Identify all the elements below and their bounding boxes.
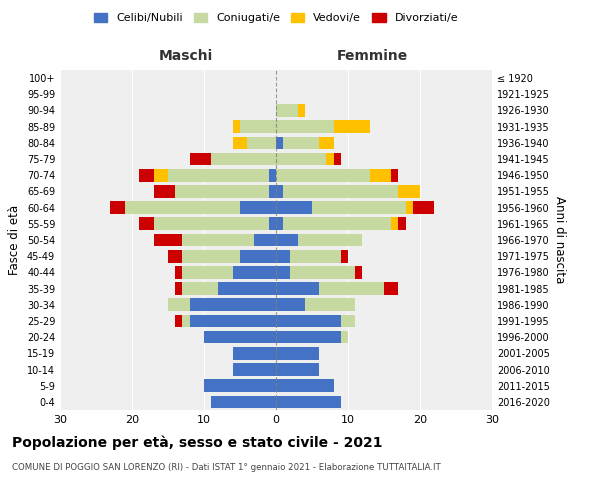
Bar	[182, 282, 218, 295]
Bar	[384, 282, 398, 295]
Bar	[139, 169, 154, 181]
Bar	[398, 185, 420, 198]
Bar	[391, 169, 398, 181]
Bar	[305, 298, 355, 311]
Bar	[276, 298, 305, 311]
Bar	[175, 185, 269, 198]
Bar	[125, 202, 240, 214]
Bar	[341, 314, 355, 328]
Bar	[154, 169, 168, 181]
Bar	[110, 202, 125, 214]
Bar	[334, 152, 341, 166]
Bar	[326, 152, 334, 166]
Bar	[312, 202, 406, 214]
Bar	[283, 185, 398, 198]
Bar	[154, 185, 175, 198]
Bar	[276, 380, 334, 392]
Bar	[276, 218, 283, 230]
Bar	[240, 120, 276, 133]
Bar	[154, 218, 269, 230]
Bar	[276, 104, 298, 117]
Bar	[233, 120, 240, 133]
Bar	[154, 234, 182, 246]
Bar	[204, 380, 276, 392]
Y-axis label: Fasce di età: Fasce di età	[8, 205, 21, 275]
Bar	[370, 169, 391, 181]
Legend: Celibi/Nubili, Coniugati/e, Vedovi/e, Divorziati/e: Celibi/Nubili, Coniugati/e, Vedovi/e, Di…	[89, 8, 463, 28]
Text: Popolazione per età, sesso e stato civile - 2021: Popolazione per età, sesso e stato civil…	[12, 435, 383, 450]
Bar	[319, 282, 384, 295]
Bar	[168, 169, 269, 181]
Bar	[298, 104, 305, 117]
Bar	[283, 136, 319, 149]
Bar	[233, 347, 276, 360]
Bar	[283, 218, 391, 230]
Bar	[276, 363, 319, 376]
Y-axis label: Anni di nascita: Anni di nascita	[553, 196, 566, 284]
Bar	[276, 347, 319, 360]
Bar	[211, 396, 276, 408]
Bar	[168, 250, 182, 262]
Bar	[190, 314, 276, 328]
Bar	[190, 298, 276, 311]
Bar	[290, 250, 341, 262]
Bar	[233, 266, 276, 278]
Bar	[254, 234, 276, 246]
Text: COMUNE DI POGGIO SAN LORENZO (RI) - Dati ISTAT 1° gennaio 2021 - Elaborazione TU: COMUNE DI POGGIO SAN LORENZO (RI) - Dati…	[12, 462, 441, 471]
Bar	[276, 136, 283, 149]
Bar	[276, 282, 319, 295]
Bar	[175, 314, 182, 328]
Bar	[182, 234, 254, 246]
Bar	[341, 331, 348, 344]
Bar	[211, 152, 276, 166]
Bar	[175, 266, 182, 278]
Bar	[204, 331, 276, 344]
Bar	[276, 331, 341, 344]
Bar	[269, 169, 276, 181]
Bar	[276, 314, 341, 328]
Bar	[355, 266, 362, 278]
Bar	[182, 266, 233, 278]
Bar	[290, 266, 355, 278]
Bar	[276, 169, 370, 181]
Bar	[276, 120, 334, 133]
Bar	[269, 185, 276, 198]
Bar	[182, 250, 240, 262]
Bar	[182, 314, 190, 328]
Text: Femmine: Femmine	[337, 48, 407, 62]
Bar	[247, 136, 276, 149]
Bar	[276, 234, 298, 246]
Bar	[406, 202, 413, 214]
Bar	[276, 152, 326, 166]
Bar	[391, 218, 398, 230]
Bar	[240, 202, 276, 214]
Bar	[218, 282, 276, 295]
Bar	[276, 396, 341, 408]
Bar	[298, 234, 362, 246]
Bar	[269, 218, 276, 230]
Bar	[413, 202, 434, 214]
Text: Maschi: Maschi	[159, 48, 213, 62]
Bar	[334, 120, 370, 133]
Bar	[139, 218, 154, 230]
Bar	[398, 218, 406, 230]
Bar	[233, 363, 276, 376]
Bar	[233, 136, 247, 149]
Bar	[276, 266, 290, 278]
Bar	[168, 298, 190, 311]
Bar	[276, 202, 312, 214]
Bar	[276, 250, 290, 262]
Bar	[341, 250, 348, 262]
Bar	[319, 136, 334, 149]
Bar	[240, 250, 276, 262]
Bar	[175, 282, 182, 295]
Bar	[190, 152, 211, 166]
Bar	[276, 185, 283, 198]
